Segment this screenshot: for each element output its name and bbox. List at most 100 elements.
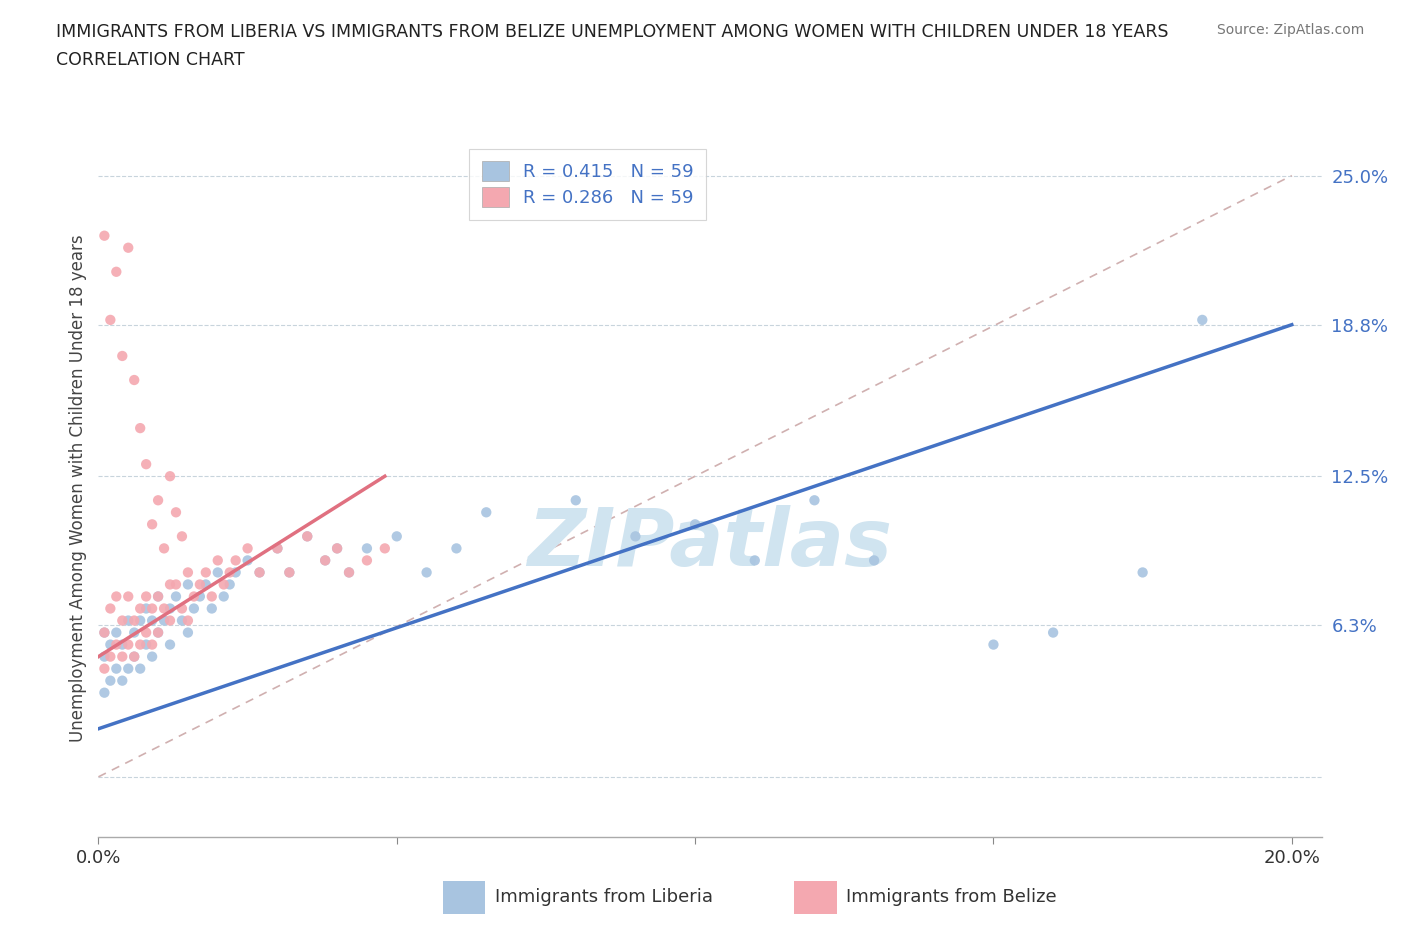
Point [188,577,211,591]
Point [744,553,766,568]
Point [111,637,134,652]
Y-axis label: Unemployment Among Women with Children Under 18 years: Unemployment Among Women with Children U… [69,234,87,742]
Point [141,613,163,628]
Point [170,601,193,616]
Point [1042,625,1064,640]
Point [297,529,319,544]
Point [129,637,152,652]
Point [266,541,288,556]
Point [93,625,115,640]
Point [146,625,169,640]
Point [141,637,163,652]
Point [314,553,336,568]
Text: CORRELATION CHART: CORRELATION CHART [56,51,245,69]
Point [201,589,224,604]
Point [218,565,240,580]
Point [236,553,259,568]
Point [194,577,217,591]
Point [207,553,229,568]
Point [356,541,378,556]
Point [159,469,181,484]
Point [326,541,349,556]
Point [475,505,498,520]
Point [212,577,235,591]
Point [683,517,706,532]
Point [105,589,128,604]
Point [105,625,128,640]
Point [337,565,360,580]
Point [117,613,139,628]
Point [122,649,145,664]
Point [624,529,647,544]
Point [105,661,128,676]
Point [183,589,205,604]
Point [177,565,200,580]
Point [165,505,187,520]
Point [188,589,211,604]
Point [159,637,181,652]
Point [207,565,229,580]
Point [117,661,139,676]
Point [170,529,193,544]
Point [93,661,115,676]
Point [135,457,157,472]
Point [146,493,169,508]
Point [117,240,139,255]
Point [1191,312,1213,327]
Point [266,541,288,556]
Point [170,613,193,628]
Point [225,553,247,568]
Point [183,601,205,616]
Point [278,565,301,580]
Text: Source: ZipAtlas.com: Source: ZipAtlas.com [1216,23,1364,37]
Point [98,649,121,664]
Point [129,613,152,628]
Point [153,541,176,556]
Point [135,625,157,640]
Point [117,589,139,604]
Point [98,601,121,616]
Point [177,577,200,591]
Point [194,565,217,580]
Point [122,613,145,628]
Point [111,349,134,364]
Point [177,613,200,628]
Point [374,541,396,556]
Point [249,565,271,580]
Point [122,649,145,664]
Point [111,613,134,628]
Point [201,601,224,616]
Point [236,541,259,556]
Point [129,661,152,676]
Point [93,625,115,640]
Text: IMMIGRANTS FROM LIBERIA VS IMMIGRANTS FROM BELIZE UNEMPLOYMENT AMONG WOMEN WITH : IMMIGRANTS FROM LIBERIA VS IMMIGRANTS FR… [56,23,1168,41]
Point [105,264,128,279]
Point [153,613,176,628]
Point [153,601,176,616]
Point [111,649,134,664]
Point [314,553,336,568]
Point [337,565,360,580]
Point [415,565,437,580]
Text: ZIPatlas: ZIPatlas [527,505,893,583]
Point [249,565,271,580]
Point [212,589,235,604]
Point [135,637,157,652]
Point [93,649,115,664]
Point [122,625,145,640]
Point [146,589,169,604]
Point [98,673,121,688]
Point [356,553,378,568]
Point [159,601,181,616]
Point [105,637,128,652]
Point [165,577,187,591]
Text: Immigrants from Belize: Immigrants from Belize [846,888,1057,907]
Point [146,589,169,604]
Point [141,517,163,532]
Point [278,565,301,580]
Text: Immigrants from Liberia: Immigrants from Liberia [495,888,713,907]
Point [803,493,825,508]
Point [983,637,1005,652]
Point [1132,565,1154,580]
Point [122,373,145,388]
